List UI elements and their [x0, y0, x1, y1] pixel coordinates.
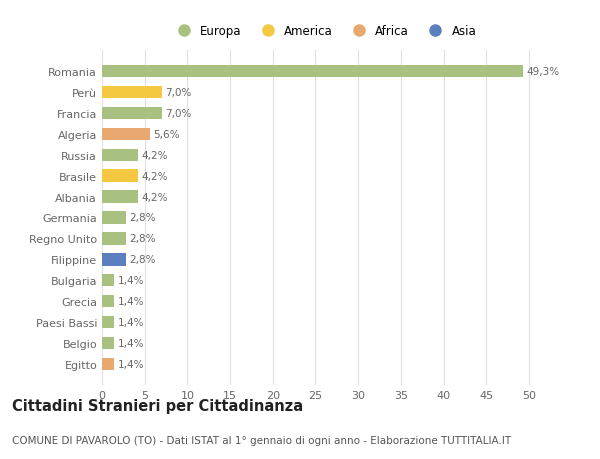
- Bar: [102, 149, 138, 162]
- Text: 2,8%: 2,8%: [130, 213, 156, 223]
- Text: 1,4%: 1,4%: [118, 297, 144, 307]
- Text: 5,6%: 5,6%: [153, 129, 180, 140]
- Text: 4,2%: 4,2%: [141, 192, 168, 202]
- Text: 4,2%: 4,2%: [141, 171, 168, 181]
- Bar: [102, 170, 138, 183]
- Text: 1,4%: 1,4%: [118, 359, 144, 369]
- Text: 1,4%: 1,4%: [118, 338, 144, 348]
- Bar: [102, 358, 114, 370]
- Bar: [102, 191, 138, 203]
- Bar: [102, 87, 162, 99]
- Text: Cittadini Stranieri per Cittadinanza: Cittadini Stranieri per Cittadinanza: [12, 398, 303, 413]
- Text: 4,2%: 4,2%: [141, 151, 168, 161]
- Text: 1,4%: 1,4%: [118, 317, 144, 327]
- Text: 49,3%: 49,3%: [526, 67, 559, 77]
- Bar: [102, 274, 114, 287]
- Text: 2,8%: 2,8%: [130, 234, 156, 244]
- Bar: [102, 212, 126, 224]
- Bar: [102, 316, 114, 329]
- Text: 7,0%: 7,0%: [165, 88, 191, 98]
- Bar: [102, 66, 523, 78]
- Bar: [102, 253, 126, 266]
- Bar: [102, 107, 162, 120]
- Bar: [102, 233, 126, 245]
- Text: 7,0%: 7,0%: [165, 109, 191, 119]
- Text: 1,4%: 1,4%: [118, 275, 144, 285]
- Bar: [102, 295, 114, 308]
- Bar: [102, 129, 150, 141]
- Text: 2,8%: 2,8%: [130, 255, 156, 265]
- Bar: [102, 337, 114, 349]
- Text: COMUNE DI PAVAROLO (TO) - Dati ISTAT al 1° gennaio di ogni anno - Elaborazione T: COMUNE DI PAVAROLO (TO) - Dati ISTAT al …: [12, 435, 511, 445]
- Legend: Europa, America, Africa, Asia: Europa, America, Africa, Asia: [169, 23, 479, 40]
